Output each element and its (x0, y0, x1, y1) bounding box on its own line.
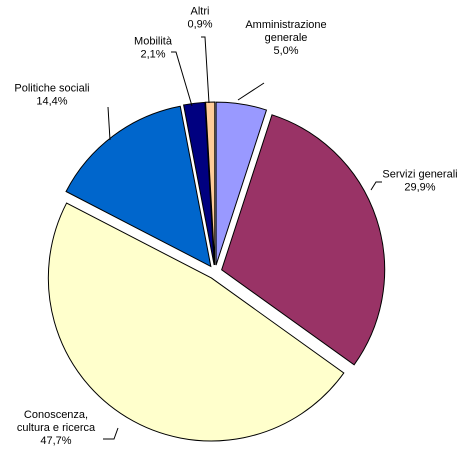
slice-label: Altri 0,9% (187, 6, 212, 31)
slice-value-label: 29,9% (404, 182, 435, 194)
leader-line (201, 36, 210, 104)
pie-slice-mobilit- (183, 101, 215, 266)
slice-label: Mobilità 2,1% (134, 36, 173, 61)
slice-value-label: 47,7% (40, 435, 71, 447)
slice-label: Servizi generali 29,9% (382, 169, 457, 194)
leader-line (370, 181, 382, 191)
pie-slices (47, 101, 386, 442)
slice-label: Conoscenza, cultura e ricerca 47,7% (17, 409, 96, 447)
slice-labels: Amministrazione generale 5,0% Servizi gener… (14, 6, 457, 448)
leader-lines (103, 36, 382, 440)
slice-name-label: Servizi generali (382, 169, 457, 181)
slice-label: Politiche sociali 14,4% (14, 83, 89, 108)
leader-line (103, 427, 119, 440)
pie-slice-conoscenza-cultura-e-ricerca (47, 202, 345, 442)
slice-name-label: Altri (191, 6, 210, 18)
leader-line (171, 51, 193, 107)
leader-line (107, 106, 111, 141)
slice-value-label: 0,9% (187, 19, 212, 31)
slice-label: Amministrazione generale 5,0% (245, 19, 326, 57)
pie-slice-servizi-generali (221, 114, 386, 366)
pie-slice-altri (205, 101, 216, 266)
slice-value-label: 5,0% (273, 45, 298, 57)
pie-slice-amministrazione-generale (215, 101, 268, 266)
slice-name-label: cultura e ricerca (17, 422, 96, 434)
slice-name-label: Politiche sociali (14, 83, 89, 95)
slice-name-label: Conoscenza, (24, 409, 88, 421)
slice-value-label: 2,1% (140, 49, 165, 61)
leader-line (237, 82, 265, 101)
slice-value-label: 14,4% (36, 96, 67, 108)
pie-slice-politiche-sociali (65, 105, 212, 268)
slice-name-label: generale (265, 32, 308, 44)
slice-name-label: Mobilità (134, 36, 173, 48)
slice-name-label: Amministrazione (245, 19, 326, 31)
